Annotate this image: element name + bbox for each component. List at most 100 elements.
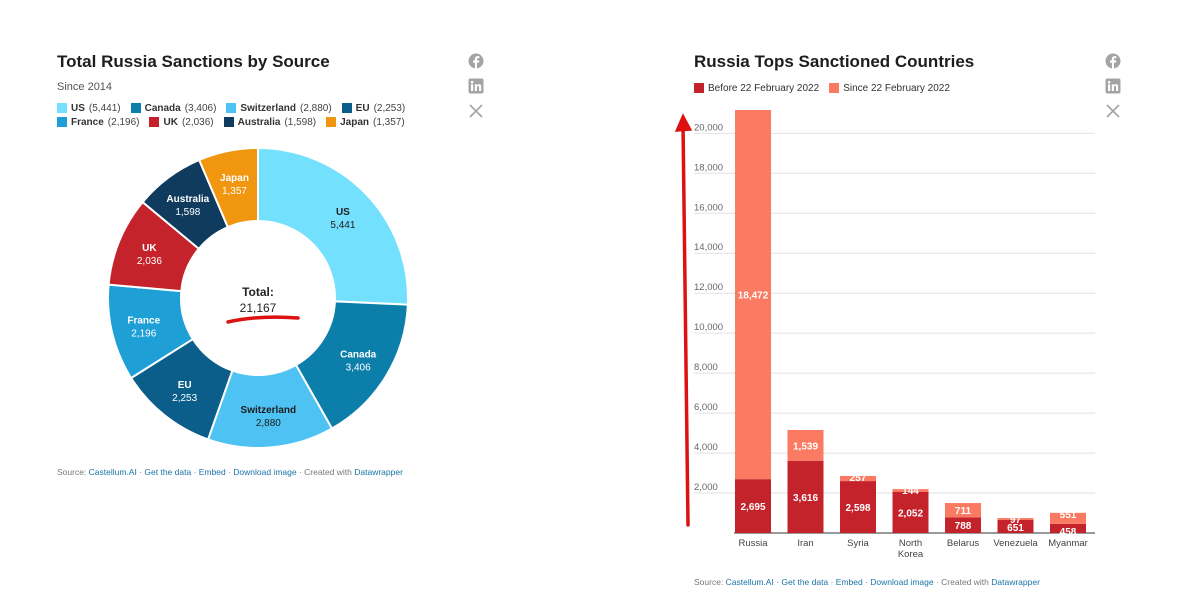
right-chart-footer: Source: Castellum.AI · Get the data · Em… <box>694 577 1040 587</box>
bar-before-russia[interactable] <box>735 479 771 533</box>
x-tick-label: North <box>899 538 922 549</box>
y-tick-label: 20,000 <box>694 122 723 133</box>
x-icon[interactable] <box>468 103 484 119</box>
bar-before-belarus[interactable] <box>945 517 981 533</box>
donut-total-label: Total: <box>242 285 274 299</box>
datawrapper-link[interactable]: Datawrapper <box>991 577 1040 587</box>
get-the-data-link[interactable]: Get the data <box>781 577 829 587</box>
embed-link[interactable]: Embed <box>835 577 863 587</box>
donut-slice-japan[interactable] <box>197 146 259 229</box>
x-tick-label: Myanmar <box>1048 538 1088 549</box>
legend-item-uk: UK (2,036) <box>149 116 214 128</box>
bar-before-north-korea[interactable] <box>892 491 929 533</box>
legend-item-japan: Japan (1,357) <box>326 117 405 128</box>
facebook-icon[interactable] <box>468 53 484 69</box>
legend-value: (3,406) <box>184 102 217 114</box>
legend-item-us: US (5,441) <box>57 103 121 114</box>
y-tick-label: 8,000 <box>694 362 718 373</box>
footer-source-label: Source: <box>694 577 726 587</box>
legend-label: Canada <box>144 102 181 114</box>
footer-separator: · <box>191 467 199 477</box>
donut-category-label: Switzerland <box>241 405 297 416</box>
legend-label: Japan <box>340 116 370 128</box>
legend-label: US <box>71 102 85 114</box>
bar-value-label: 551 <box>1060 510 1077 521</box>
y-tick-label: 10,000 <box>694 322 723 333</box>
bar-since-venezuela[interactable] <box>997 518 1034 520</box>
bar-value-label: 257 <box>850 473 867 484</box>
bar-before-venezuela[interactable] <box>997 519 1034 533</box>
legend-item-france: France (2,196) <box>57 117 139 128</box>
bar-legend: Before 22 February 2022 Since 22 February… <box>694 81 950 95</box>
legend-label: Since 22 February 2022 <box>843 82 950 94</box>
download-image-link[interactable]: Download image <box>233 467 297 477</box>
footer-created-with: Created with <box>941 577 992 587</box>
bar-value-label: 458 <box>1060 527 1077 538</box>
linkedin-icon[interactable] <box>468 78 484 94</box>
left-chart-panel: Total Russia Sanctions by Source Since 2… <box>57 52 484 477</box>
bar-value-label: 2,052 <box>898 508 923 519</box>
legend-label: Australia <box>237 116 281 128</box>
bar-before-iran[interactable] <box>787 460 824 533</box>
get-the-data-link[interactable]: Get the data <box>144 467 192 477</box>
legend-item-australia: Australia (1,598) <box>223 116 316 128</box>
legend-swatch <box>326 117 337 127</box>
legend-label: UK <box>163 116 178 128</box>
legend-label: Switzerland <box>240 102 296 114</box>
x-tick-label: Belarus <box>947 538 979 549</box>
x-icon[interactable] <box>1105 103 1121 119</box>
legend-value: (2,880) <box>299 102 332 114</box>
legend-swatch <box>57 103 67 113</box>
bar-before-syria[interactable] <box>840 481 876 533</box>
footer-separator: · <box>296 467 305 477</box>
donut-value-label: 2,253 <box>172 393 197 404</box>
bar-since-syria[interactable] <box>840 475 876 482</box>
bar-value-label: 1,539 <box>793 441 818 452</box>
y-tick-label: 16,000 <box>694 202 723 213</box>
donut-labels: US 5,441 Canada 3,406 Switzerland 2,880 EU 2,25… <box>127 173 376 429</box>
datawrapper-link[interactable]: Datawrapper <box>354 467 403 477</box>
x-tick-label: Syria <box>847 538 869 549</box>
footer-separator: · <box>862 577 871 587</box>
footer-separator: · <box>773 577 782 587</box>
legend-value: (2,253) <box>373 102 406 114</box>
bar-since-belarus[interactable] <box>945 503 981 518</box>
legend-value: (5,441) <box>88 102 121 114</box>
footer-source-label: Source: <box>57 467 89 477</box>
legend-swatch <box>694 83 704 93</box>
bar-value-label: 144 <box>902 486 919 497</box>
donut-legend: US (5,441) Canada (3,406) Switzerland (2,880)… <box>57 101 405 129</box>
bar-since-north-korea[interactable] <box>892 489 929 492</box>
stacked-bar-chart: 2,000 4,000 6,000 8,000 10,000 12,000 14,000 16… <box>674 110 1095 560</box>
footer-source-link[interactable]: Castellum.AI <box>725 577 774 587</box>
footer-separator: · <box>828 577 836 587</box>
bar-value-label: 2,598 <box>845 503 870 514</box>
x-tick-label: Venezuela <box>993 538 1038 549</box>
download-image-link[interactable]: Download image <box>870 577 934 587</box>
right-chart-panel: Russia Tops Sanctioned Countries Before … <box>600 0 1200 608</box>
donut-slice-us[interactable] <box>257 146 409 306</box>
bar-before-myanmar[interactable] <box>1050 523 1086 533</box>
bar-since-iran[interactable] <box>787 429 824 461</box>
x-tick-label: Russia <box>738 538 768 549</box>
legend-row: US (5,441) Canada (3,406) Switzerland (2,880)… <box>57 101 405 115</box>
embed-link[interactable]: Embed <box>198 467 226 477</box>
donut-value-label: 1,357 <box>222 186 247 197</box>
bar-since-myanmar[interactable] <box>1050 512 1086 524</box>
legend-item-eu: EU (2,253) <box>341 102 406 114</box>
x-tick-label: Korea <box>898 549 924 560</box>
y-tick-label: 18,000 <box>694 162 723 173</box>
y-tick-label: 6,000 <box>694 402 718 413</box>
legend-value: (1,357) <box>373 116 405 128</box>
donut-value-label: 3,406 <box>346 362 371 373</box>
bar-value-label: 711 <box>955 506 972 517</box>
linkedin-icon[interactable] <box>1105 78 1121 94</box>
bar-since-russia[interactable] <box>735 110 771 480</box>
facebook-icon[interactable] <box>1105 53 1121 69</box>
donut-category-label: Canada <box>340 349 377 360</box>
bars: 2,695 18,472 3,616 1,539 2,598 257 2,052 144 788… <box>735 110 1086 538</box>
bar-value-label: 788 <box>955 521 972 532</box>
donut-value-label: 2,036 <box>137 256 162 267</box>
donut-total-value: 21,167 <box>240 301 277 315</box>
footer-source-link[interactable]: Castellum.AI <box>88 467 137 477</box>
